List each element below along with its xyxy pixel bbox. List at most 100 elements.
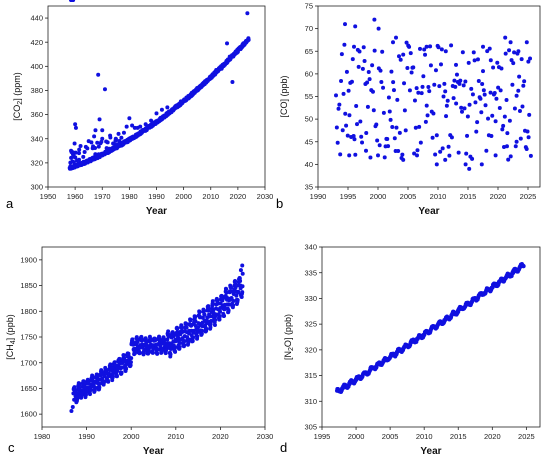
data-point (512, 106, 517, 111)
x-tick-labels: 1950 1960 1970 1980 1990 2000 2010 2020 2030 (40, 187, 274, 201)
data-point (438, 149, 443, 154)
data-point (195, 334, 200, 339)
data-point (97, 385, 102, 390)
data-point (119, 135, 124, 140)
data-points (68, 0, 245, 414)
data-point (465, 114, 470, 119)
data-point (90, 375, 95, 380)
data-point (387, 109, 392, 114)
panel-letter: a (6, 196, 14, 211)
data-point (148, 337, 153, 342)
data-point (347, 113, 352, 118)
data-point (520, 104, 525, 109)
data-point (509, 58, 514, 63)
data-point (480, 81, 485, 86)
data-point (190, 339, 195, 344)
data-point (442, 81, 447, 86)
x-tick-label: 2000 (348, 432, 365, 441)
data-point (177, 345, 182, 350)
data-point (423, 119, 428, 124)
x-tick-label: 2000 (123, 432, 140, 441)
data-point (337, 102, 342, 107)
data-point (479, 110, 484, 115)
x-tick-label: 1970 (94, 192, 111, 201)
data-point (454, 72, 459, 77)
data-point (112, 360, 117, 365)
data-point (396, 148, 401, 153)
data-point (240, 284, 245, 289)
data-point (469, 86, 474, 91)
data-point (343, 111, 348, 116)
data-point (361, 45, 366, 50)
data-point (367, 77, 372, 82)
data-point (439, 47, 444, 52)
data-point (225, 41, 230, 46)
data-point (508, 154, 513, 159)
data-point (491, 65, 496, 70)
data-point (81, 154, 86, 159)
data-point (386, 95, 391, 100)
data-point (213, 317, 218, 322)
data-point (528, 56, 533, 61)
data-point (482, 92, 487, 97)
data-point (197, 315, 202, 320)
data-point (357, 49, 362, 54)
data-point (76, 151, 81, 156)
data-point (127, 116, 132, 121)
data-point (458, 78, 463, 83)
data-point (475, 57, 480, 62)
x-tick-label: 2010 (202, 192, 219, 201)
data-points (67, 11, 251, 171)
data-point (240, 290, 245, 295)
data-point (231, 303, 236, 308)
data-point (454, 101, 459, 106)
data-point (344, 69, 349, 74)
data-point (488, 58, 493, 63)
data-point (372, 17, 377, 22)
data-point (226, 302, 231, 307)
x-tick-label: 1980 (34, 432, 51, 441)
y-tick-label: 45 (305, 137, 313, 146)
data-point (341, 91, 346, 96)
data-point (235, 49, 240, 54)
data-point (420, 84, 425, 89)
data-point (184, 325, 189, 330)
data-point (439, 62, 443, 67)
x-tick-label: 1960 (67, 192, 84, 201)
data-point (70, 152, 75, 157)
y-tick-label: 1650 (20, 384, 37, 393)
data-point (144, 339, 149, 344)
data-point (416, 90, 421, 95)
data-point (376, 26, 381, 31)
data-point (339, 52, 344, 57)
data-point (355, 122, 359, 127)
data-point (96, 72, 101, 77)
data-point (353, 152, 358, 157)
panel-b-co: 1990 1995 2000 2005 2010 2015 2020 2025 35 40 45 5… (276, 2, 541, 217)
data-point (119, 370, 124, 375)
data-point (95, 140, 100, 145)
data-point (349, 79, 354, 84)
data-point (88, 387, 93, 392)
data-point (364, 130, 369, 135)
data-point (115, 374, 120, 379)
data-point (400, 152, 405, 157)
data-point (446, 144, 451, 149)
data-point (75, 158, 80, 163)
x-tick-label: 2000 (370, 192, 387, 201)
x-tick-label: 2030 (257, 192, 274, 201)
data-point (398, 57, 403, 62)
data-point (511, 61, 516, 66)
data-point (516, 49, 521, 54)
data-point (110, 375, 115, 380)
data-point (199, 331, 204, 336)
data-point (514, 93, 519, 98)
data-point (121, 130, 126, 135)
y-tick-label: 360 (30, 110, 43, 119)
data-point (371, 108, 376, 113)
data-point (465, 133, 470, 138)
data-point (201, 309, 206, 314)
data-point (517, 74, 522, 79)
data-point (414, 86, 419, 91)
data-point (360, 66, 365, 71)
